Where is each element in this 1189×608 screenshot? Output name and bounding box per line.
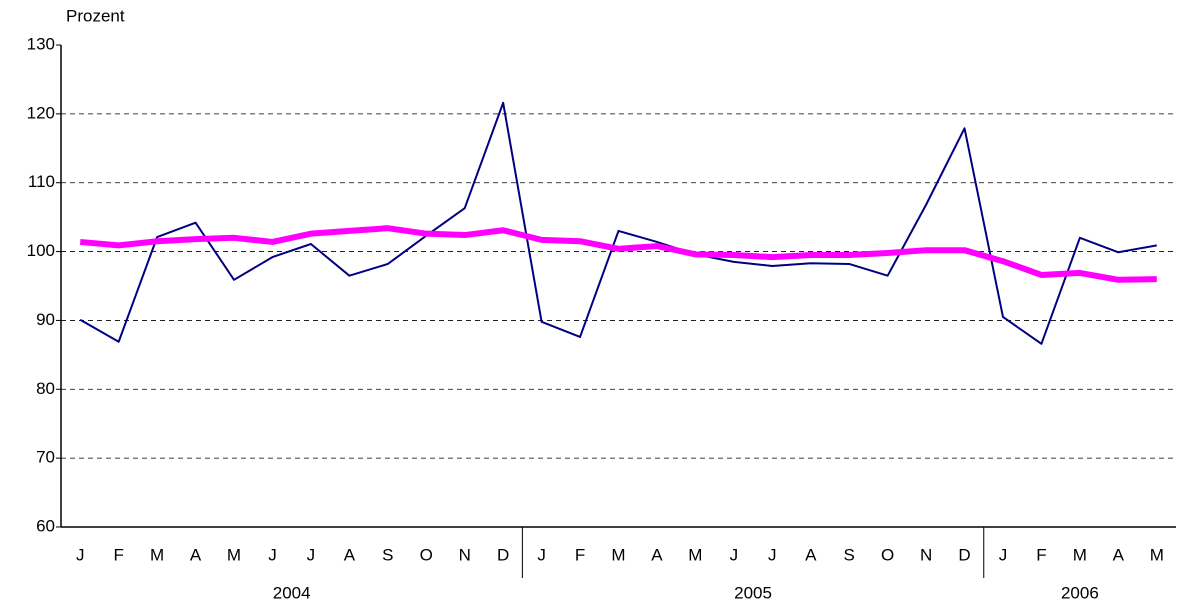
x-tick-label: J: [999, 545, 1008, 564]
y-tick-label: 80: [36, 379, 55, 398]
x-tick-label: M: [688, 545, 702, 564]
x-tick-label: D: [497, 545, 509, 564]
x-tick-label: A: [1113, 545, 1125, 564]
x-tick-label: J: [730, 545, 739, 564]
y-tick-label: 130: [27, 34, 55, 53]
x-tick-label: F: [1036, 545, 1046, 564]
x-tick-label: A: [344, 545, 356, 564]
x-tick-label: A: [651, 545, 663, 564]
x-tick-label: S: [382, 545, 393, 564]
x-tick-label: O: [881, 545, 894, 564]
x-tick-label: N: [459, 545, 471, 564]
series-line: [79, 225, 1157, 283]
x-tick-label: O: [420, 545, 433, 564]
series-line: [79, 101, 1157, 345]
x-tick-label: J: [768, 545, 777, 564]
x-tick-label: A: [190, 545, 202, 564]
y-tick-label: 100: [27, 241, 55, 260]
x-tick-label: M: [611, 545, 625, 564]
x-tick-label: J: [537, 545, 546, 564]
x-tick-label: F: [575, 545, 585, 564]
x-tick-label: S: [844, 545, 855, 564]
year-label: 2004: [273, 583, 311, 602]
x-tick-label: M: [150, 545, 164, 564]
x-tick-label: M: [227, 545, 241, 564]
x-tick-label: M: [1073, 545, 1087, 564]
x-tick-label: N: [920, 545, 932, 564]
x-tick-label: J: [307, 545, 316, 564]
x-tick-label: J: [268, 545, 277, 564]
x-tick-label: M: [1150, 545, 1164, 564]
x-tick-label: J: [76, 545, 85, 564]
y-tick-label: 90: [36, 310, 55, 329]
x-tick-label: F: [113, 545, 123, 564]
x-tick-label: A: [805, 545, 817, 564]
y-tick-label: 120: [27, 103, 55, 122]
year-label: 2005: [734, 583, 772, 602]
y-axis-label: Prozent: [66, 6, 125, 25]
year-label: 2006: [1061, 583, 1099, 602]
y-tick-label: 70: [36, 448, 55, 467]
x-tick-label: D: [958, 545, 970, 564]
y-tick-label: 60: [36, 516, 55, 535]
y-tick-label: 110: [28, 172, 55, 191]
